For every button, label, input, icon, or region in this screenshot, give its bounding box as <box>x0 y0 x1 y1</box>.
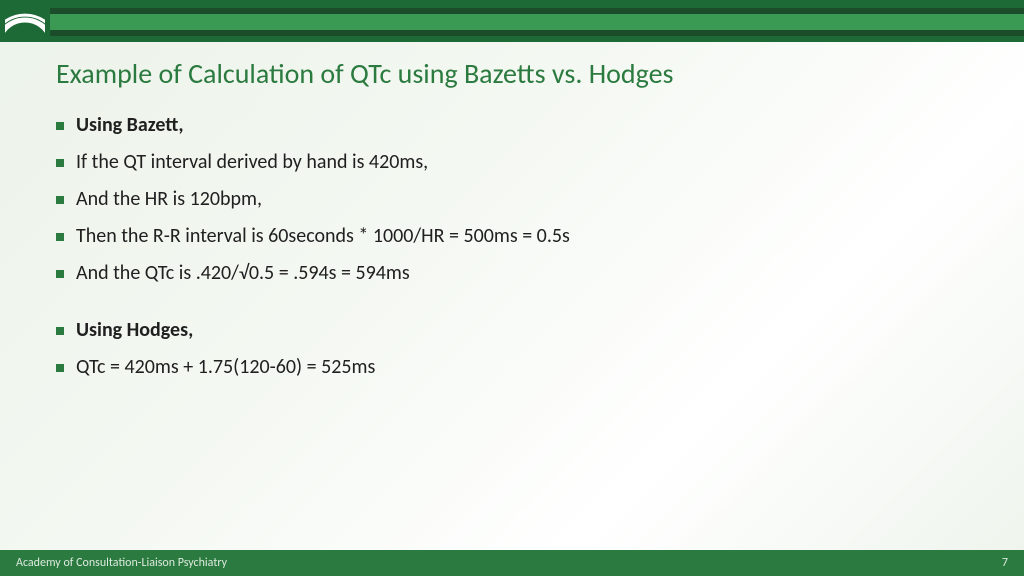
bullet-row: QTc = 420ms + 1.75(120-60) = 525ms <box>56 354 968 381</box>
footer-org: Academy of Consultation-Liaison Psychiat… <box>16 556 227 570</box>
slide-title: Example of Calculation of QTc using Baze… <box>56 56 673 91</box>
bullet-text: QTc = 420ms + 1.75(120-60) = 525ms <box>76 354 375 381</box>
footer-bar: Academy of Consultation-Liaison Psychiat… <box>0 550 1024 576</box>
slide: Example of Calculation of QTc using Baze… <box>0 0 1024 576</box>
bullet-spacer <box>56 297 968 311</box>
band-stripe-top <box>0 0 1024 8</box>
bullet-text: Using Hodges, <box>76 317 193 344</box>
bullet-marker-icon <box>56 122 64 130</box>
logo-block <box>0 0 50 42</box>
bullet-text: Using Bazett, <box>76 112 184 139</box>
bullet-text: Then the R-R interval is 60seconds * 100… <box>76 223 570 250</box>
bullet-row: Using Hodges, <box>56 317 968 344</box>
bullet-marker-icon <box>56 327 64 335</box>
footer-page-number: 7 <box>1002 556 1008 570</box>
bullet-text: And the QTc is .420/√0.5 = .594s = 594ms <box>76 260 410 287</box>
bullet-marker-icon <box>56 233 64 241</box>
bullet-row: If the QT interval derived by hand is 42… <box>56 149 968 176</box>
bullet-marker-icon <box>56 364 64 372</box>
content-area: Using Bazett, If the QT interval derived … <box>56 112 968 391</box>
bullet-row: And the HR is 120bpm, <box>56 186 968 213</box>
bullet-row: And the QTc is .420/√0.5 = .594s = 594ms <box>56 260 968 287</box>
bullet-marker-icon <box>56 159 64 167</box>
bullet-text: If the QT interval derived by hand is 42… <box>76 149 428 176</box>
bullet-marker-icon <box>56 270 64 278</box>
header-band <box>0 0 1024 42</box>
band-stripe-bottom <box>0 36 1024 42</box>
bullet-row: Then the R-R interval is 60seconds * 100… <box>56 223 968 250</box>
bullet-marker-icon <box>56 196 64 204</box>
arc-logo-icon <box>5 3 45 39</box>
bullet-row: Using Bazett, <box>56 112 968 139</box>
band-stripe-inner <box>0 14 1024 30</box>
bullet-text: And the HR is 120bpm, <box>76 186 262 213</box>
